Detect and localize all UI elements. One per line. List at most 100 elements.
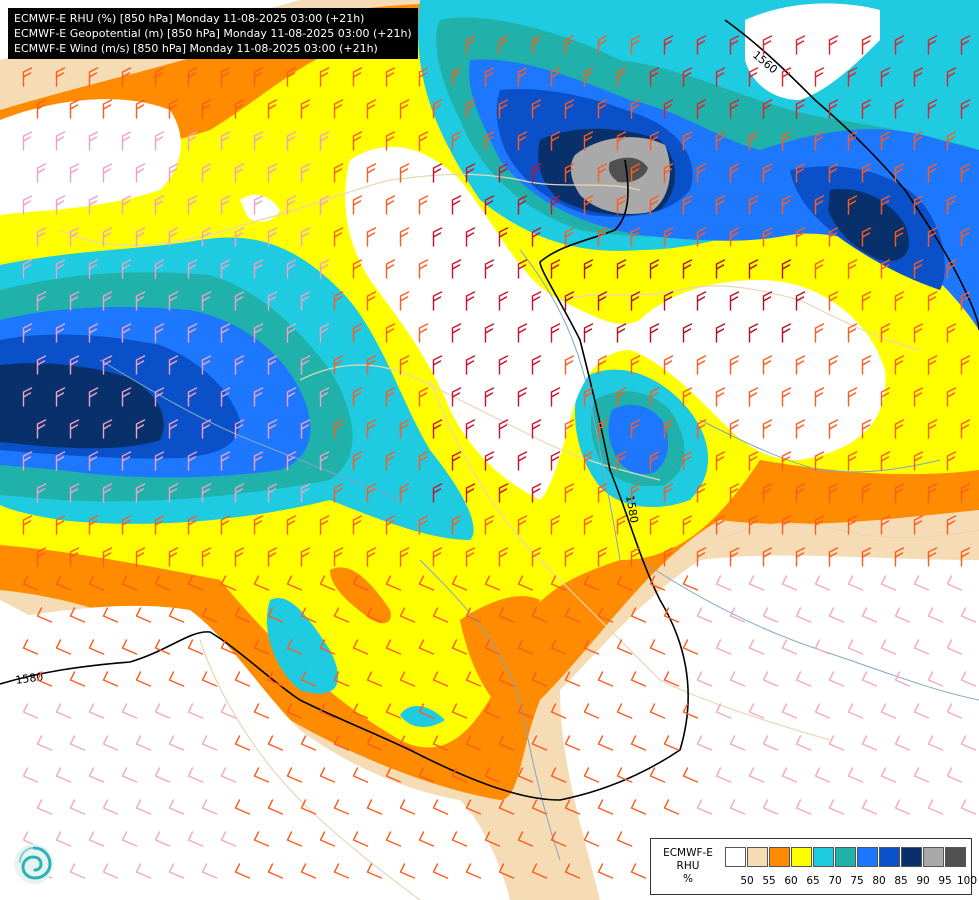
wind-barb bbox=[220, 323, 231, 343]
wind-barb bbox=[564, 35, 575, 55]
wind-barb bbox=[22, 323, 33, 343]
wind-barb bbox=[649, 323, 660, 343]
wind-barb bbox=[333, 355, 344, 375]
wind-barb bbox=[201, 863, 218, 879]
wind-barb bbox=[234, 547, 245, 567]
wind-barb bbox=[781, 451, 792, 471]
wind-barb bbox=[663, 483, 674, 503]
wind-barb bbox=[102, 671, 119, 687]
wind-barb bbox=[88, 387, 99, 407]
wind-barb bbox=[36, 671, 53, 687]
wind-barb bbox=[300, 671, 317, 687]
wind-barb bbox=[630, 671, 647, 687]
legend-level-label: 65 bbox=[806, 875, 820, 887]
wind-barb bbox=[894, 671, 911, 687]
wind-barb bbox=[616, 387, 627, 407]
wind-barb bbox=[102, 735, 119, 751]
wind-barb bbox=[517, 387, 528, 407]
wind-barb bbox=[451, 639, 468, 655]
wind-barb bbox=[135, 163, 146, 183]
wind-barb bbox=[781, 195, 792, 215]
wind-barb bbox=[220, 131, 231, 151]
wind-barb bbox=[135, 227, 146, 247]
wind-barb bbox=[418, 323, 429, 343]
wind-barb bbox=[729, 671, 746, 687]
wind-barb bbox=[366, 607, 383, 623]
wind-barb bbox=[418, 703, 435, 719]
contour-label-1580-center: 1580 bbox=[623, 494, 641, 524]
wind-barb bbox=[418, 195, 429, 215]
wind-barb bbox=[696, 355, 707, 375]
wind-barb bbox=[168, 483, 179, 503]
wind-barb bbox=[781, 323, 792, 343]
wind-barb bbox=[432, 355, 443, 375]
wind-barb bbox=[253, 259, 264, 279]
wind-barb bbox=[880, 195, 891, 215]
wind-barb bbox=[880, 451, 891, 471]
wind-barb bbox=[828, 735, 845, 751]
wind-barb bbox=[517, 131, 528, 151]
wind-barb bbox=[135, 607, 152, 623]
wind-barb bbox=[168, 291, 179, 311]
wind-barb bbox=[946, 259, 957, 279]
wind-barb bbox=[828, 419, 839, 439]
wind-barb bbox=[715, 387, 726, 407]
wind-barb bbox=[465, 607, 482, 623]
wind-barb bbox=[135, 355, 146, 375]
wind-barb bbox=[286, 831, 303, 847]
wind-barb bbox=[451, 767, 468, 783]
wind-barb bbox=[649, 575, 666, 591]
wind-barb bbox=[385, 131, 396, 151]
wind-barb bbox=[135, 671, 152, 687]
wind-barb bbox=[630, 291, 641, 311]
wind-barb bbox=[22, 451, 33, 471]
wind-barb bbox=[550, 131, 561, 151]
wind-barb bbox=[729, 483, 740, 503]
wind-barb bbox=[682, 515, 693, 535]
wind-barb bbox=[352, 515, 363, 535]
wind-barb bbox=[300, 291, 311, 311]
wind-barb bbox=[36, 355, 47, 375]
legend-level-label: 50 bbox=[740, 875, 754, 887]
wind-barb bbox=[946, 67, 957, 87]
contour-1580 bbox=[0, 159, 689, 801]
wind-barb bbox=[253, 387, 264, 407]
wind-barb bbox=[927, 35, 938, 55]
wind-barb bbox=[220, 67, 231, 87]
wind-barb bbox=[22, 259, 33, 279]
wind-barb bbox=[168, 227, 179, 247]
wind-barb bbox=[597, 99, 608, 119]
wind-barb bbox=[894, 99, 905, 119]
wind-barb bbox=[550, 639, 567, 655]
wind-barb bbox=[300, 227, 311, 247]
wind-barb bbox=[465, 35, 476, 55]
wind-barb bbox=[69, 863, 86, 879]
wind-barb bbox=[828, 483, 839, 503]
wind-barb bbox=[583, 575, 600, 591]
wind-barb bbox=[300, 483, 311, 503]
wind-barb bbox=[663, 291, 674, 311]
wind-barb bbox=[498, 419, 509, 439]
wind-barb bbox=[663, 607, 680, 623]
wind-barb bbox=[385, 387, 396, 407]
wind-barb bbox=[748, 323, 759, 343]
legend-level-label: 60 bbox=[784, 875, 798, 887]
wind-barb bbox=[187, 323, 198, 343]
wind-barb bbox=[583, 515, 594, 535]
wind-barb bbox=[861, 355, 872, 375]
wind-barb bbox=[913, 323, 924, 343]
wind-barb bbox=[696, 35, 707, 55]
wind-barb bbox=[663, 99, 674, 119]
wind-barb bbox=[418, 451, 429, 471]
wind-barb bbox=[253, 131, 264, 151]
wind-barb bbox=[69, 607, 86, 623]
wind-barb bbox=[960, 483, 971, 503]
wind-barb bbox=[682, 67, 693, 87]
wind-barb bbox=[696, 607, 713, 623]
wind-barb bbox=[267, 483, 278, 503]
wind-barb bbox=[121, 639, 138, 655]
wind-barb bbox=[432, 547, 443, 567]
wind-barb bbox=[531, 735, 548, 751]
wind-barb bbox=[55, 451, 66, 471]
wind-barb bbox=[385, 639, 402, 655]
